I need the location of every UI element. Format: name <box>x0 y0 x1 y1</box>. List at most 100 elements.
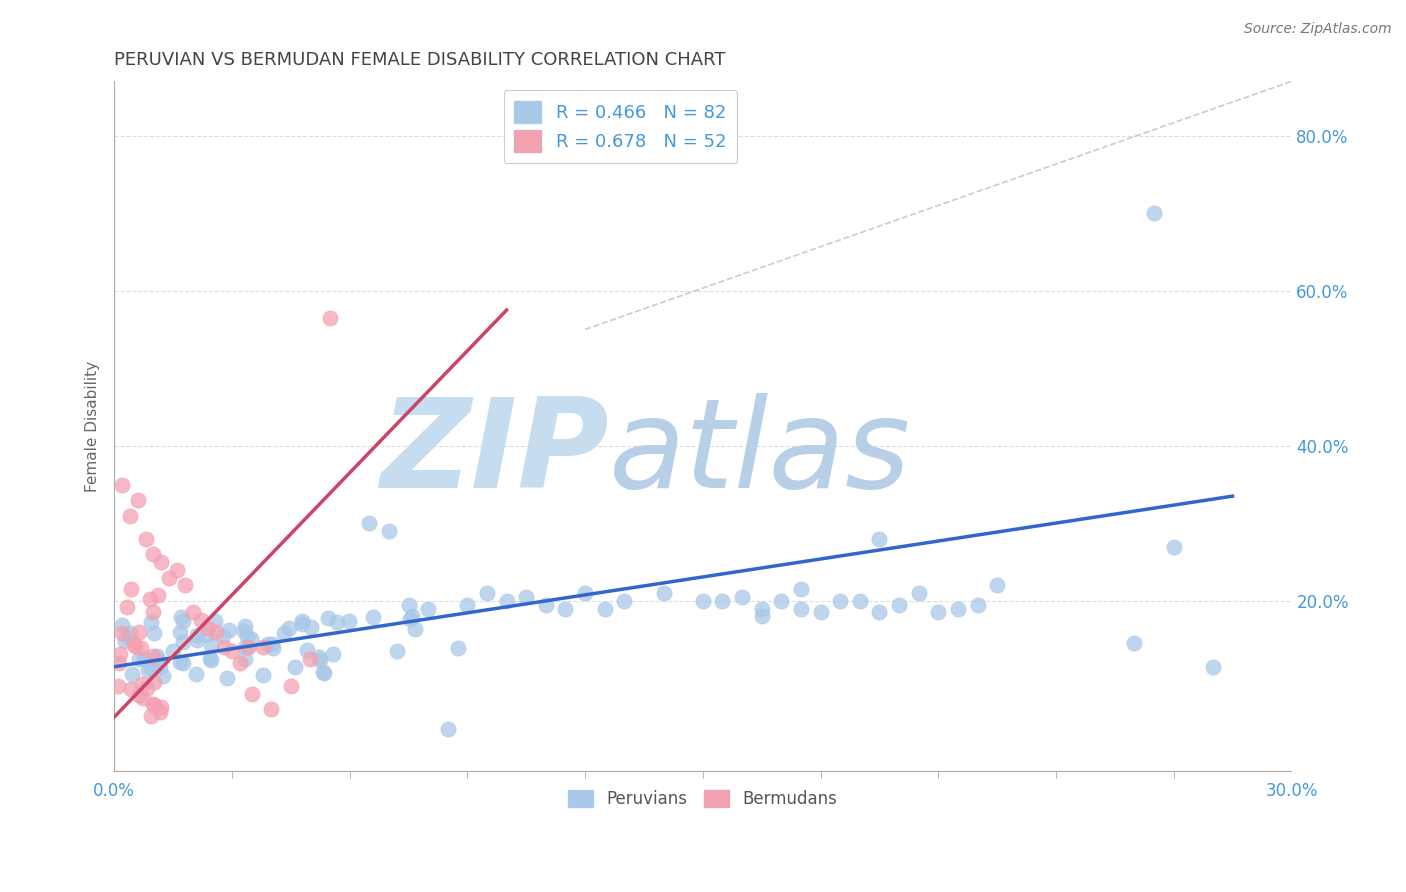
Point <box>312 666 335 681</box>
Point <box>252 640 274 655</box>
Point <box>495 594 517 608</box>
Point <box>235 619 257 633</box>
Point <box>534 598 557 612</box>
Point <box>132 652 155 666</box>
Point <box>205 624 228 639</box>
Point <box>117 600 139 615</box>
Point <box>711 594 734 608</box>
Point <box>136 663 159 677</box>
Point <box>141 660 163 674</box>
Point <box>475 586 498 600</box>
Point <box>166 563 188 577</box>
Legend: Peruvians, Bermudans: Peruvians, Bermudans <box>561 783 844 814</box>
Point <box>181 606 204 620</box>
Point <box>554 601 576 615</box>
Point <box>152 669 174 683</box>
Point <box>117 630 139 644</box>
Point <box>652 586 675 600</box>
Text: PERUVIAN VS BERMUDAN FEMALE DISABILITY CORRELATION CHART: PERUVIAN VS BERMUDAN FEMALE DISABILITY C… <box>114 51 725 69</box>
Point <box>172 635 194 649</box>
Point <box>868 532 890 546</box>
Point <box>170 610 193 624</box>
Point <box>399 612 422 626</box>
Point <box>401 608 423 623</box>
Point <box>337 615 360 629</box>
Point <box>184 667 207 681</box>
Point <box>574 586 596 600</box>
Point <box>114 634 136 648</box>
Point <box>197 621 219 635</box>
Point <box>308 650 330 665</box>
Point <box>1202 659 1225 673</box>
Point <box>418 601 440 615</box>
Point <box>108 656 131 670</box>
Point <box>149 705 172 719</box>
Point <box>107 679 129 693</box>
Text: ZIP: ZIP <box>380 393 609 515</box>
Point <box>927 606 949 620</box>
Point <box>236 629 259 643</box>
Point <box>146 648 169 663</box>
Point <box>262 641 284 656</box>
Point <box>404 623 426 637</box>
Point <box>136 681 159 695</box>
Point <box>198 650 221 665</box>
Point <box>326 615 349 629</box>
Point <box>148 588 170 602</box>
Point <box>118 508 141 523</box>
Point <box>200 653 222 667</box>
Point <box>613 594 636 608</box>
Point <box>398 598 420 612</box>
Point <box>218 623 240 637</box>
Point <box>810 606 832 620</box>
Point <box>142 547 165 561</box>
Point <box>200 639 222 653</box>
Point <box>316 611 339 625</box>
Point <box>299 620 322 634</box>
Point <box>128 625 150 640</box>
Point <box>195 627 218 641</box>
Point <box>173 578 195 592</box>
Point <box>312 665 335 679</box>
Point <box>141 709 163 723</box>
Point <box>319 310 342 325</box>
Point <box>291 616 314 631</box>
Point <box>790 582 813 597</box>
Point <box>236 640 259 654</box>
Point <box>120 682 142 697</box>
Point <box>139 591 162 606</box>
Point <box>260 702 283 716</box>
Point <box>142 675 165 690</box>
Point <box>212 640 235 655</box>
Point <box>849 594 872 608</box>
Point <box>111 477 134 491</box>
Point <box>1163 540 1185 554</box>
Point <box>299 652 322 666</box>
Point <box>111 617 134 632</box>
Point <box>907 586 929 600</box>
Point <box>124 637 146 651</box>
Point <box>128 652 150 666</box>
Point <box>111 625 134 640</box>
Point <box>142 605 165 619</box>
Point <box>240 632 263 646</box>
Point <box>236 640 259 655</box>
Text: atlas: atlas <box>609 393 911 515</box>
Point <box>186 628 208 642</box>
Point <box>751 601 773 615</box>
Point <box>143 626 166 640</box>
Point <box>135 532 157 546</box>
Point <box>830 594 852 608</box>
Point <box>157 570 180 584</box>
Point <box>172 615 194 629</box>
Point <box>141 615 163 629</box>
Point <box>692 594 714 608</box>
Point <box>790 601 813 615</box>
Point <box>361 610 384 624</box>
Point <box>190 613 212 627</box>
Point <box>129 640 152 655</box>
Y-axis label: Female Disability: Female Disability <box>86 360 100 491</box>
Point <box>131 677 153 691</box>
Point <box>186 632 208 647</box>
Point <box>212 629 235 643</box>
